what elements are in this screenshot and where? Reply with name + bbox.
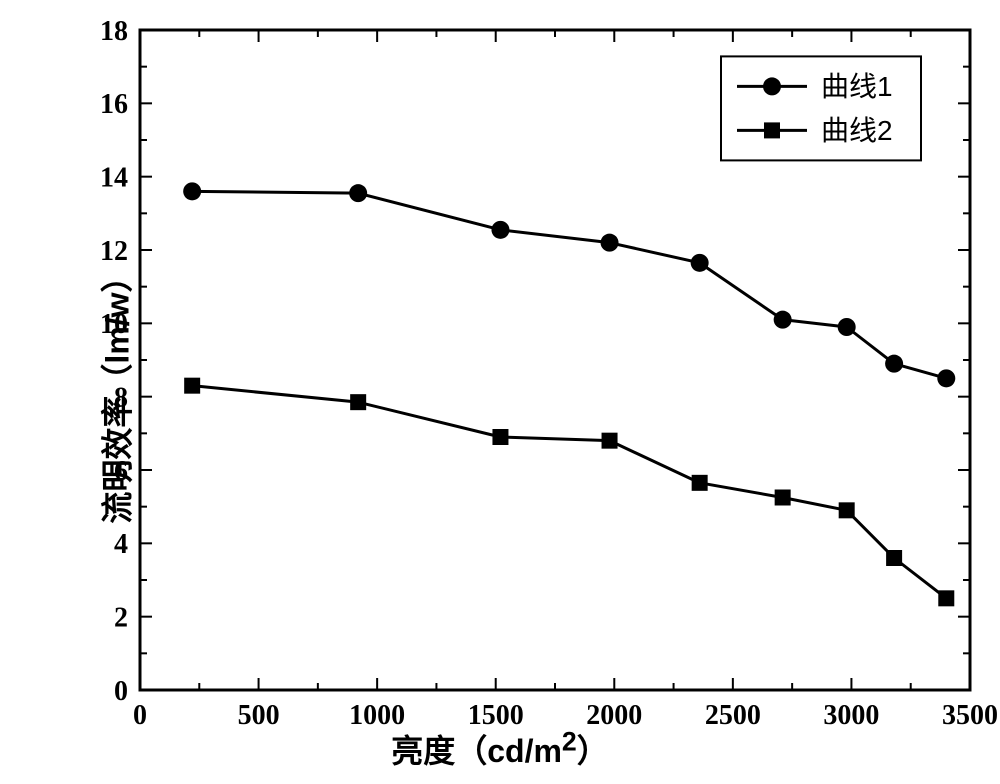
- x-tick-label: 500: [238, 700, 280, 731]
- series-line: [192, 191, 946, 378]
- y-tick-label: 2: [114, 602, 128, 633]
- data-point: [938, 590, 954, 606]
- data-point: [691, 254, 709, 272]
- data-point: [763, 77, 781, 95]
- data-point: [602, 433, 618, 449]
- data-point: [886, 550, 902, 566]
- data-point: [764, 122, 780, 138]
- y-axis-label: 流明效率（lm/w）: [92, 260, 138, 523]
- data-point: [350, 394, 366, 410]
- data-point: [774, 311, 792, 329]
- data-point: [183, 182, 201, 200]
- data-point: [838, 318, 856, 336]
- x-axis-label: 亮度（cd/m2）: [391, 726, 609, 772]
- data-point: [184, 378, 200, 394]
- series-line: [192, 386, 946, 599]
- data-point: [349, 184, 367, 202]
- data-point: [839, 502, 855, 518]
- x-tick-label: 3500: [942, 700, 998, 731]
- data-point: [491, 221, 509, 239]
- y-tick-label: 4: [114, 529, 128, 560]
- data-point: [885, 355, 903, 373]
- x-tick-label: 3000: [823, 700, 879, 731]
- chart-svg: 0500100015002000250030003500024681012141…: [0, 0, 1000, 784]
- legend-label: 曲线1: [821, 71, 893, 102]
- y-tick-label: 0: [114, 676, 128, 707]
- chart-container: 流明效率（lm/w） 亮度（cd/m2） 0500100015002000250…: [0, 0, 1000, 784]
- legend-label: 曲线2: [821, 115, 893, 146]
- data-point: [692, 475, 708, 491]
- data-point: [775, 490, 791, 506]
- data-point: [492, 429, 508, 445]
- data-point: [937, 369, 955, 387]
- x-tick-label: 0: [133, 700, 147, 731]
- y-tick-label: 16: [100, 89, 128, 120]
- x-tick-label: 2500: [705, 700, 761, 731]
- data-point: [601, 234, 619, 252]
- y-tick-label: 14: [100, 162, 128, 193]
- y-tick-label: 18: [100, 16, 128, 47]
